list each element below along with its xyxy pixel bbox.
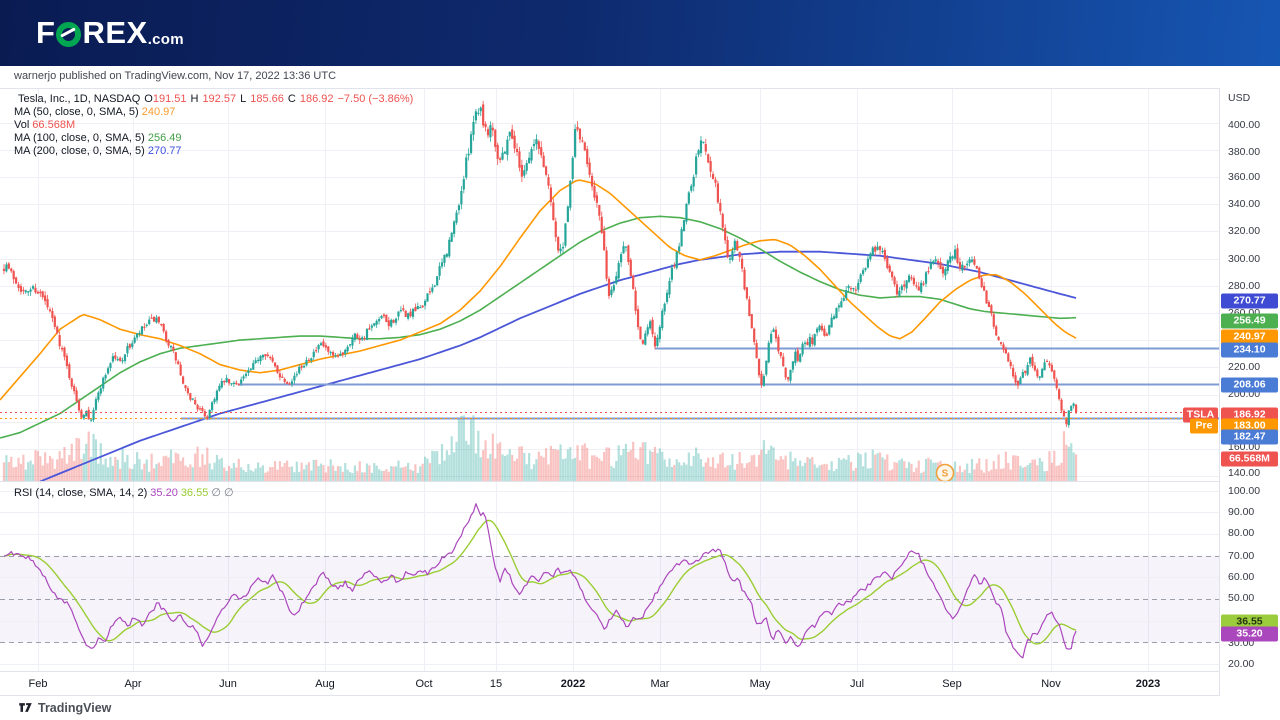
axis-tick-label: USD (1228, 92, 1251, 104)
time-axis-label: Mar (650, 678, 670, 690)
high-value: 192.57 (202, 93, 237, 105)
axis-tick-label: 50.00 (1228, 592, 1255, 604)
volume-label: Vol (14, 119, 30, 131)
tradingview-attribution[interactable]: TradingView (18, 700, 111, 715)
price-badge: 182.47 (1221, 429, 1278, 445)
ma200-value: 270.77 (147, 145, 182, 157)
axis-tick-label: 360.00 (1228, 171, 1261, 183)
price-badge: 234.10 (1221, 342, 1278, 358)
forex-logo: F REX .com (36, 14, 184, 52)
axis-tick-label: 220.00 (1228, 361, 1261, 373)
price-badge: 240.97 (1221, 329, 1278, 345)
axis-tick-label: 140.00 (1228, 467, 1261, 479)
price-badge: 35.20 (1221, 626, 1278, 642)
price-badge: 208.06 (1221, 377, 1278, 393)
axis-tick-label: 380.00 (1228, 146, 1261, 158)
time-axis-label: Jun (219, 678, 237, 690)
price-badge: 256.49 (1221, 313, 1278, 329)
time-axis-label: Oct (415, 678, 433, 690)
ma100-row[interactable]: MA (100, close, 0, SMA, 5) 256.49 (14, 132, 413, 145)
ma100-value: 256.49 (147, 132, 182, 144)
rsi-label: RSI (14, close, SMA, 14, 2) (14, 487, 148, 499)
time-axis-label: Feb (28, 678, 48, 690)
volume-row[interactable]: Vol 66.568M (14, 119, 413, 132)
ma50-label: MA (50, close, 0, SMA, 5) (14, 106, 139, 118)
axis-tick-label: 280.00 (1228, 280, 1261, 292)
axis-tick-label: 400.00 (1228, 119, 1261, 131)
forex-o-ring-icon (56, 21, 82, 47)
time-axis-label: 2023 (1135, 678, 1161, 690)
axis-tick-label: 70.00 (1228, 550, 1255, 562)
forex-logo-f: F (36, 15, 56, 50)
chart-canvas[interactable] (0, 88, 1220, 696)
time-axis-label: Apr (124, 678, 142, 690)
axis-tick-label: 20.00 (1228, 658, 1255, 670)
axis-tick-label: 60.00 (1228, 571, 1255, 583)
time-axis-label: Sep (942, 678, 962, 690)
ma200-label: MA (200, close, 0, SMA, 5) (14, 145, 145, 157)
high-label: H (190, 93, 199, 105)
price-badge: 270.77 (1221, 293, 1278, 309)
forex-logo-rex: REX (82, 15, 148, 50)
attribution-text: warnerjo published on TradingView.com, N… (14, 70, 337, 82)
rsi-value: 35.20 (150, 487, 178, 499)
forex-logo-tld: .com (147, 31, 184, 48)
ma200-row[interactable]: MA (200, close, 0, SMA, 5) 270.77 (14, 145, 413, 158)
close-value: 186.92 (299, 93, 334, 105)
rsi-legend[interactable]: RSI (14, close, SMA, 14, 2) 35.20 36.55 ∅ ∅ (14, 487, 234, 500)
change-value: −7.50 (−3.86%) (337, 93, 414, 105)
time-axis-label: May (749, 678, 771, 690)
ma50-row[interactable]: MA (50, close, 0, SMA, 5) 240.97 (14, 106, 413, 119)
low-label: L (240, 93, 247, 105)
time-axis-label: Aug (315, 678, 335, 690)
rsi-ma-value: 36.55 (180, 487, 209, 499)
attribution-bar: warnerjo published on TradingView.com, N… (0, 66, 1280, 89)
rsi-empty-2: ∅ (223, 487, 234, 499)
axis-tick-label: 340.00 (1228, 198, 1261, 210)
price-badge: 36.55 (1221, 614, 1278, 630)
symbol-title: Tesla, Inc., 1D, NASDAQ (18, 93, 141, 105)
axis-tick-label: 80.00 (1228, 527, 1255, 539)
rsi-empty-1: ∅ (211, 487, 221, 499)
time-axis-label: Jul (849, 678, 865, 690)
tradingview-logo-icon (19, 703, 32, 712)
price-badge: 66.568M (1221, 451, 1278, 467)
axis-tick-label: 320.00 (1228, 225, 1261, 237)
symbol-row[interactable]: Tesla, Inc., 1D, NASDAQ O191.51 H 192.57 L 18… (14, 93, 413, 106)
tradingview-logo-text: TradingView (38, 700, 112, 715)
ma100-label: MA (100, close, 0, SMA, 5) (14, 132, 145, 144)
open-label: O (144, 93, 153, 105)
time-axis-label: 2022 (560, 678, 586, 690)
price-tag: Pre (1190, 418, 1218, 434)
low-value: 185.66 (250, 93, 284, 105)
main-legend: Tesla, Inc., 1D, NASDAQ O191.51 H 192.57 L 18… (14, 93, 413, 158)
forex-banner: F REX .com (0, 0, 1280, 66)
open-value: 191.51 (152, 93, 187, 105)
axis-tick-label: 90.00 (1228, 506, 1255, 518)
ma50-value: 240.97 (141, 106, 176, 118)
volume-value: 66.568M (32, 119, 76, 131)
axis-tick-label: 300.00 (1228, 253, 1261, 265)
time-axis-label: Nov (1041, 678, 1061, 690)
axis-tick-label: 100.00 (1228, 485, 1261, 497)
close-label: C (287, 93, 296, 105)
time-axis-label: 15 (489, 678, 503, 690)
